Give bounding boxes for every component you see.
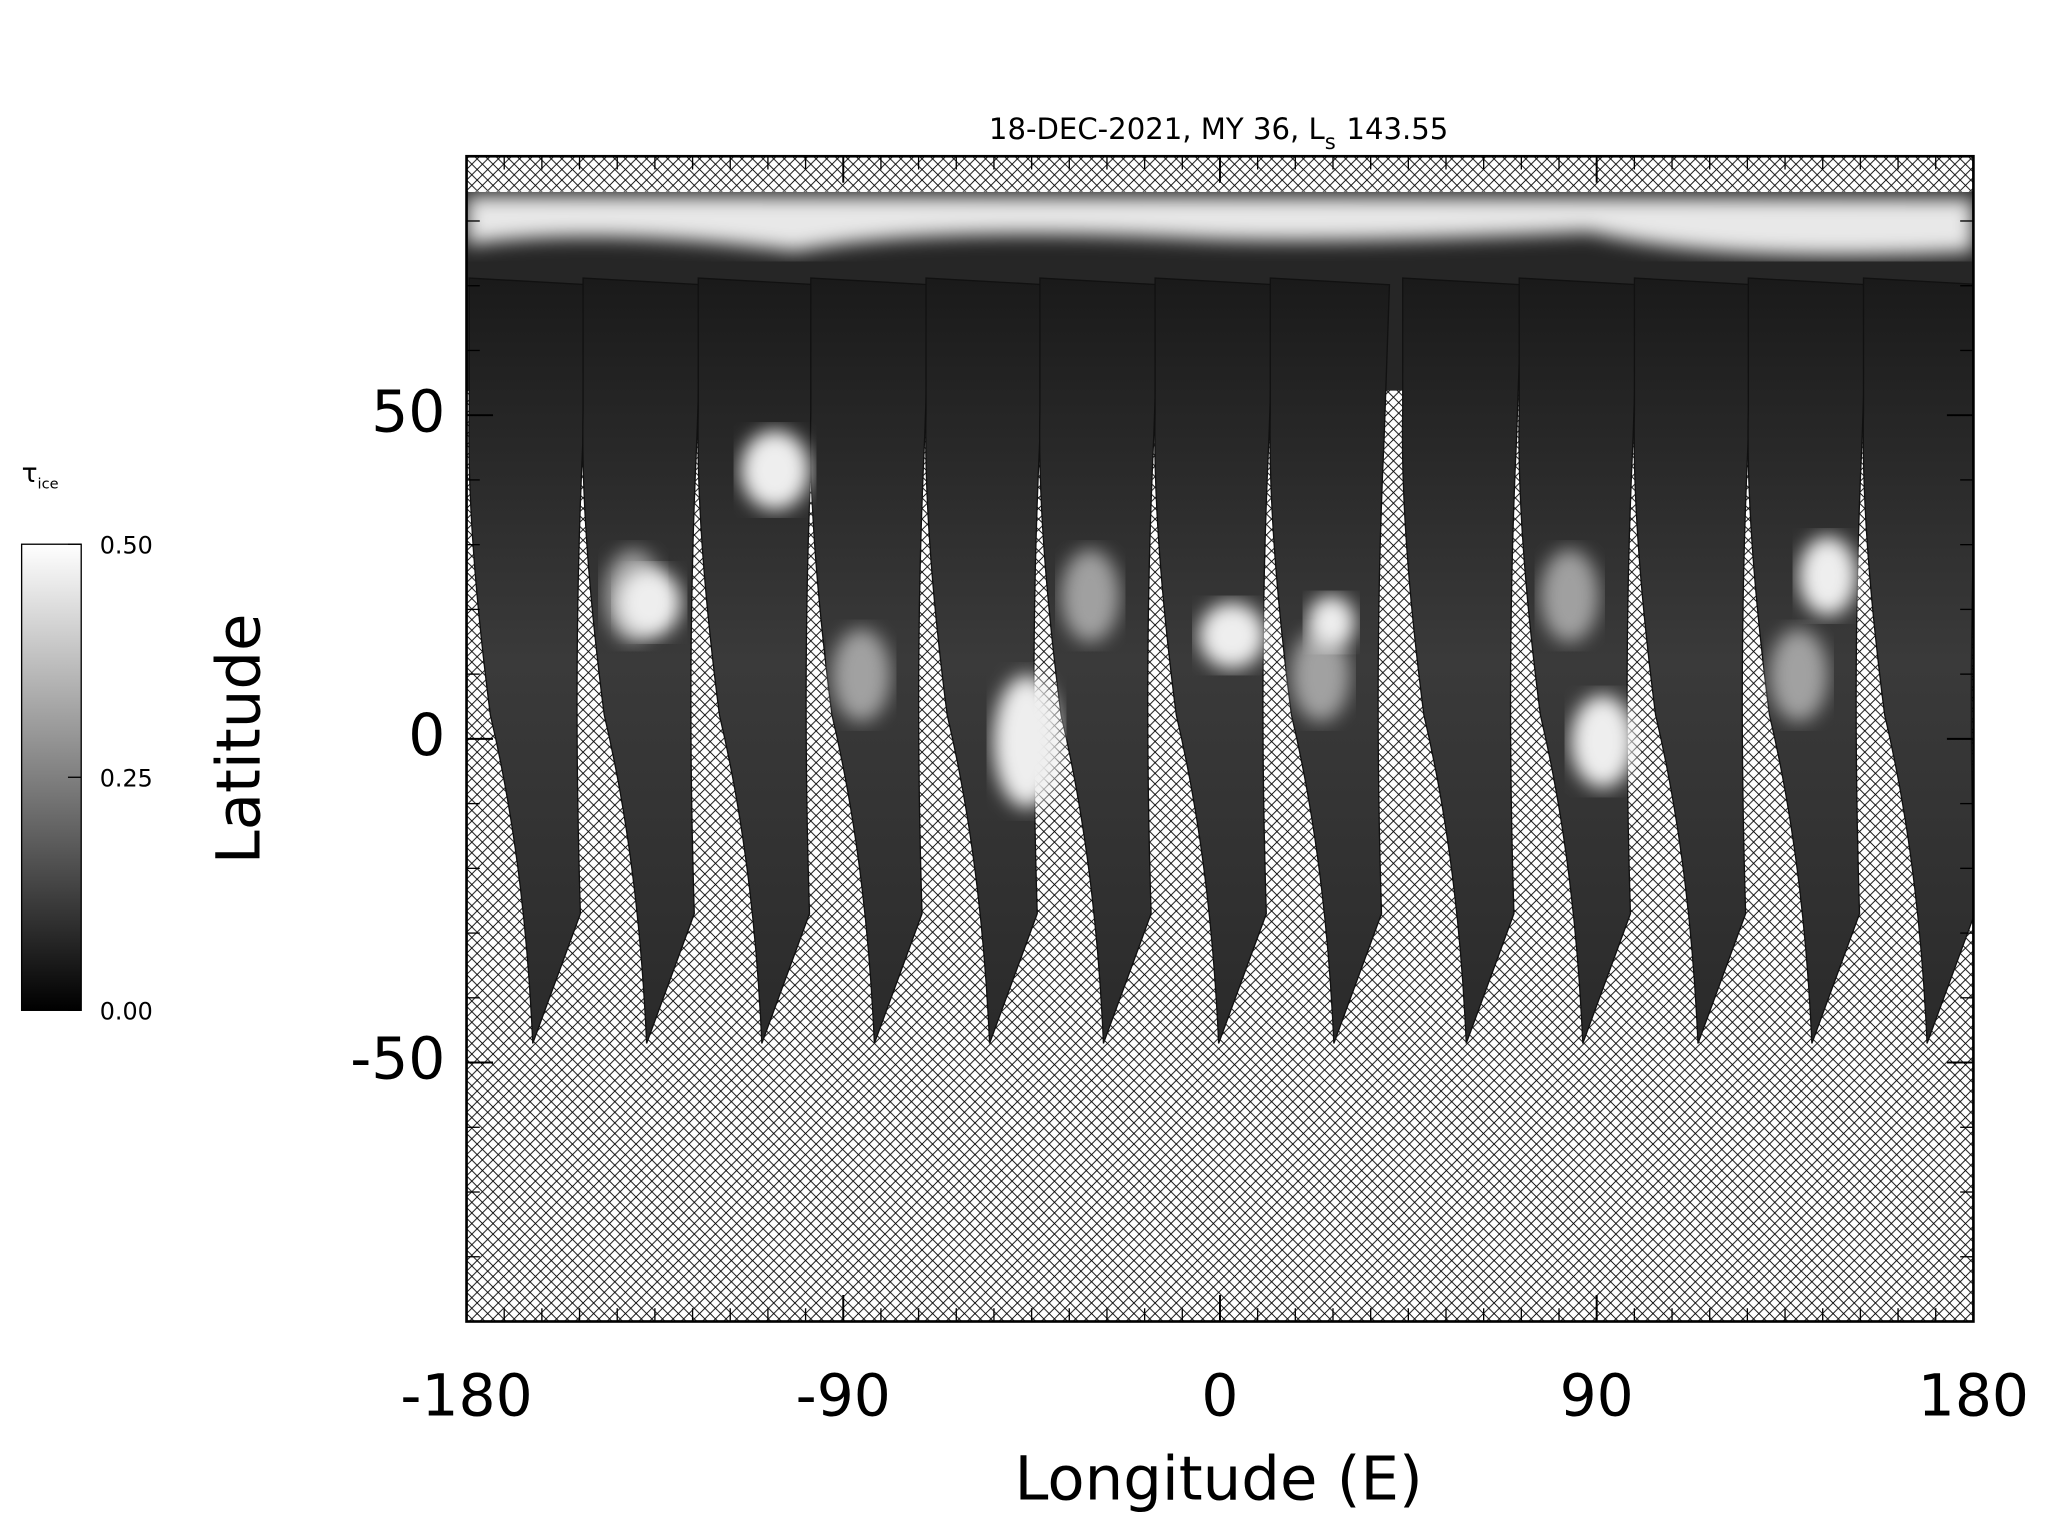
x-tick-label: 180 [1918,1362,2029,1430]
colorbar-label-subscript: ice [38,476,59,493]
swath [1862,277,1974,1044]
x-tick-label: 0 [1201,1362,1238,1430]
cloud [1798,536,1857,616]
cloud [993,675,1060,808]
x-axis-label: Longitude (E) [1014,1444,1422,1515]
swath [1038,277,1160,1044]
cloud [1769,628,1828,722]
y-tick-label: -50 [350,1025,445,1093]
cloud [1061,549,1120,643]
axes: -180 -90 0 90 180 -50 0 50 [350,154,2029,1430]
cloud [1540,549,1599,643]
swath [582,277,703,1044]
colorbar-label: τice [22,458,59,493]
swath [1518,277,1640,1044]
colorbar-tick-label: 0.25 [100,764,153,792]
colorbar: 0.00 0.25 0.50 [20,531,153,1025]
cloud [832,628,891,722]
cloud [617,568,682,637]
chart-title: 18-DEC-2021, MY 36, Ls 143.55 [989,112,1448,154]
map-image [466,156,1974,1322]
cloud [1291,628,1350,722]
title-suffix: 143.55 [1346,112,1448,146]
x-tick-label: -180 [400,1362,532,1430]
colorbar-tick-label: 0.50 [100,531,153,559]
title-subscript: s [1325,129,1336,154]
y-tick-label: 50 [371,377,445,445]
cloud [1570,695,1635,788]
swath [925,277,1046,1044]
cloud [1198,602,1265,669]
swath [1401,277,1523,1044]
y-axis-label: Latitude [203,614,274,865]
swath [468,277,590,1044]
colorbar-label-main: τ [22,458,38,489]
cloud [740,430,810,510]
y-tick-label: 0 [408,701,445,769]
swath [1633,277,1755,1044]
colorbar-tick-label: 0.00 [100,997,153,1025]
title-main: 18-DEC-2021, MY 36, L [989,112,1326,146]
x-tick-label: -90 [796,1362,891,1430]
polar-ice [466,195,1974,256]
x-tick-label: 90 [1560,1362,1634,1430]
cloud [1307,595,1356,649]
